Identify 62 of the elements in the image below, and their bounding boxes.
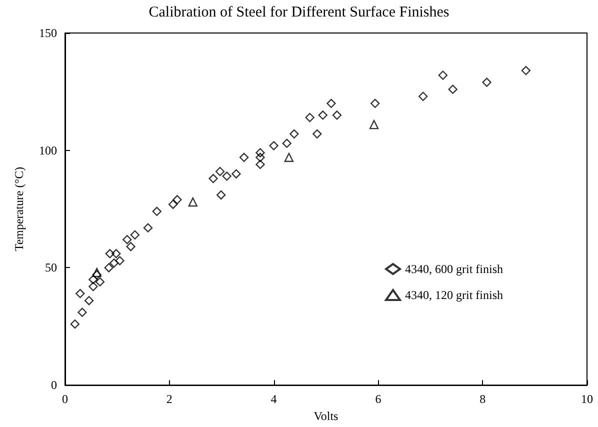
- point: [105, 249, 114, 258]
- point: [418, 92, 428, 101]
- point: [318, 110, 328, 120]
- point: [168, 200, 178, 209]
- y-tick-label: 0: [51, 378, 57, 392]
- point: [215, 166, 225, 176]
- x-tick-label: 10: [581, 392, 593, 406]
- y-tick-label: 50: [45, 260, 57, 275]
- chart-title: Calibration of Steel for Different Surface Finishes: [148, 4, 450, 20]
- legend-label: 4340, 600 grit finish: [405, 262, 503, 276]
- point: [104, 263, 114, 272]
- point: [256, 152, 265, 162]
- point: [109, 258, 119, 268]
- point: [122, 234, 132, 244]
- point: [208, 174, 218, 184]
- point: [143, 223, 153, 232]
- point: [76, 288, 85, 298]
- x-tick-label: 8: [480, 392, 486, 406]
- point: [332, 110, 342, 120]
- point: [78, 308, 87, 317]
- legend-label: 4340, 120 grit finish: [405, 288, 503, 302]
- point: [448, 84, 458, 94]
- y-tick-label: 150: [39, 26, 57, 40]
- point: [95, 277, 105, 286]
- y-axis-title: Temperature (°C): [12, 166, 26, 252]
- point: [282, 138, 292, 148]
- point: [232, 169, 241, 178]
- point: [256, 148, 265, 158]
- point: [521, 66, 531, 76]
- point: [370, 98, 380, 108]
- point: [438, 70, 448, 80]
- point: [269, 141, 278, 150]
- point: [92, 270, 102, 280]
- point: [70, 319, 80, 329]
- point: [326, 98, 336, 108]
- x-tick-label: 2: [166, 392, 172, 406]
- x-axis-title: Volts: [314, 409, 339, 423]
- point: [84, 296, 94, 306]
- point: [482, 78, 492, 87]
- point: [88, 282, 98, 292]
- x-tick-label: 4: [270, 392, 277, 406]
- point: [130, 230, 140, 240]
- point: [188, 197, 198, 207]
- point: [290, 129, 299, 139]
- x-tick-label: 6: [375, 392, 382, 406]
- point: [284, 152, 294, 162]
- point: [369, 120, 379, 130]
- point: [305, 112, 314, 122]
- point: [88, 274, 98, 284]
- point: [312, 129, 322, 139]
- point: [172, 195, 182, 204]
- x-tick-label: 0: [62, 392, 68, 406]
- y-tick-label: 100: [39, 143, 57, 158]
- point: [112, 249, 121, 258]
- point: [216, 190, 226, 200]
- point: [115, 256, 124, 266]
- point: [152, 206, 162, 216]
- point: [92, 268, 102, 278]
- point: [126, 242, 136, 252]
- point: [256, 160, 265, 170]
- point: [222, 172, 232, 181]
- point: [239, 152, 249, 162]
